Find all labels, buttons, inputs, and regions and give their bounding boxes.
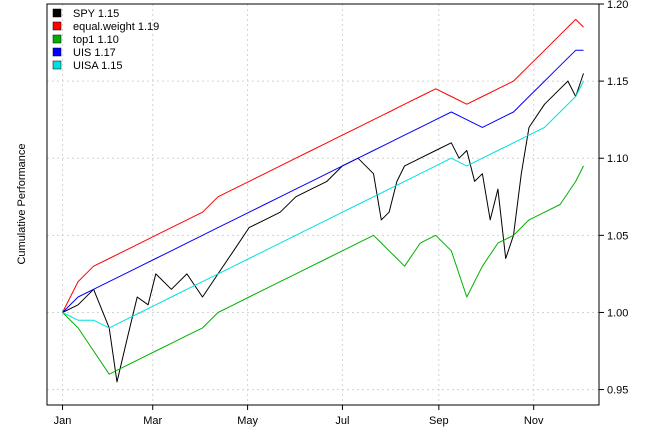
y-axis-title: Cumulative Performance [16, 143, 28, 264]
y-tick-label: 1.00 [607, 307, 628, 319]
plot-frame [46, 3, 600, 406]
series-line-3 [62, 165, 584, 375]
x-tick-label: Jan [54, 415, 72, 427]
y-tick-label: 0.95 [607, 385, 628, 397]
y-tick-label: 1.15 [607, 76, 628, 88]
y-tick-label: 1.20 [607, 0, 628, 11]
axis-layer: 0.95 1.00 1.05 1.10 1.15 1.20 Jan Mar May Jul Sep N… [54, 0, 629, 427]
y-tick-label: 1.10 [607, 153, 628, 165]
grid-layer [47, 3, 599, 405]
legend-label: UISA 1.15 [73, 60, 123, 72]
legend-swatch [52, 60, 62, 70]
x-tick-label: Nov [524, 415, 544, 427]
legend-label: UIS 1.17 [73, 47, 116, 59]
x-tick-label: May [237, 415, 258, 427]
series-line-1 [62, 73, 584, 383]
legend-label: SPY 1.15 [73, 8, 119, 20]
x-tick-label: Jul [335, 415, 349, 427]
series-line-4 [62, 49, 584, 313]
legend-label: top1 1.10 [73, 34, 119, 46]
legend-swatch [52, 8, 62, 18]
series-line-2 [62, 18, 584, 313]
legend-swatch [52, 34, 62, 44]
x-tick-label: Sep [429, 415, 449, 427]
legend-swatch [52, 47, 62, 57]
series-layer [62, 18, 584, 383]
x-tick-label: Mar [143, 415, 162, 427]
y-tick-label: 1.05 [607, 230, 628, 242]
legend-label: equal.weight 1.19 [73, 21, 159, 33]
legend-swatch [52, 21, 62, 31]
series-line-5 [62, 80, 584, 329]
